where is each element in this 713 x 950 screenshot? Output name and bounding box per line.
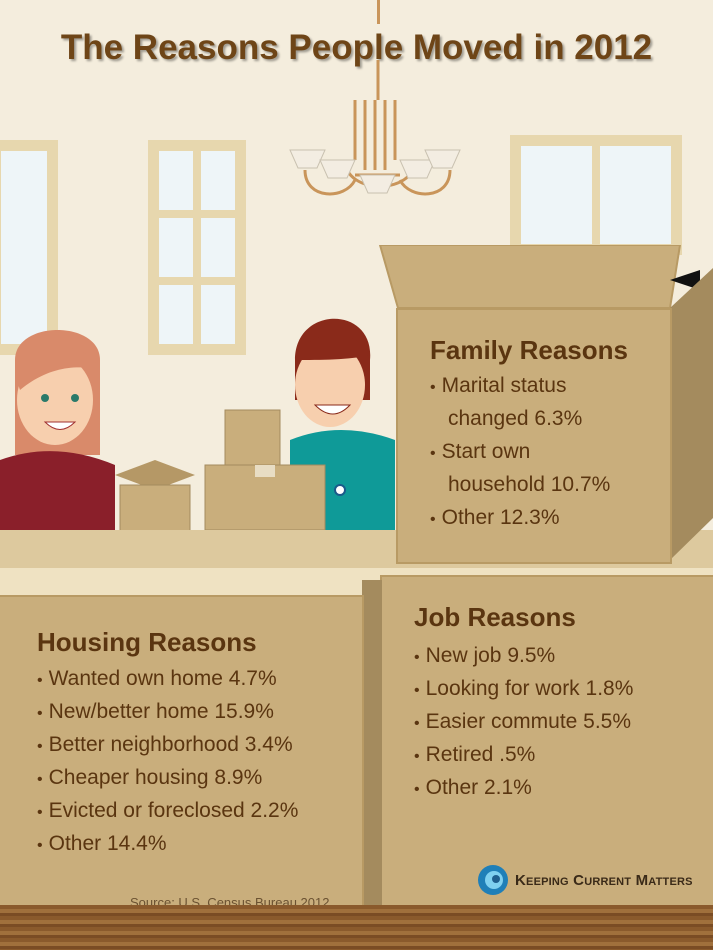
list-item: changed 6.3%	[448, 407, 583, 430]
housing-heading: Housing Reasons	[37, 627, 257, 657]
list-item: Other 14.4%	[37, 828, 298, 861]
window-middle	[148, 140, 246, 355]
family-box-flap	[378, 245, 713, 560]
list-item: Other 2.1%	[414, 772, 633, 805]
chandelier-icon	[289, 60, 461, 196]
page-title: The Reasons People Moved in 2012	[60, 28, 653, 67]
list-item: New job 9.5%	[414, 640, 633, 673]
window-left	[0, 140, 58, 355]
list-item: Easier commute 5.5%	[414, 706, 633, 739]
logo-text: Keeping Current Matters	[515, 871, 693, 889]
list-item: Wanted own home 4.7%	[37, 663, 298, 696]
chandelier-rod	[377, 0, 380, 24]
open-box-illustration	[115, 460, 195, 535]
list-item: Other 12.3%	[430, 502, 610, 535]
man-illustration	[204, 318, 395, 530]
list-item: Marital status	[430, 370, 610, 403]
job-heading: Job Reasons	[414, 602, 576, 632]
family-box: Family Reasons Marital status changed 6.…	[396, 308, 672, 564]
job-list: New job 9.5% Looking for work 1.8% Easie…	[414, 640, 634, 805]
list-item: Start own	[430, 436, 610, 469]
logo-swirl-icon	[478, 865, 508, 895]
list-item: household 10.7%	[448, 473, 611, 496]
list-item: Retired .5%	[414, 739, 633, 772]
family-heading: Family Reasons	[430, 335, 628, 365]
list-item: Cheaper housing 8.9%	[37, 762, 298, 795]
family-list: Marital status changed 6.3% Start own ho…	[430, 370, 611, 535]
housing-box-side	[362, 580, 382, 915]
list-item: New/better home 15.9%	[37, 696, 298, 729]
list-item: Evicted or foreclosed 2.2%	[37, 795, 299, 828]
logo: Keeping Current Matters	[477, 864, 693, 896]
window-right	[510, 135, 682, 255]
job-box: Job Reasons New job 9.5% Looking for wor…	[380, 575, 713, 907]
list-item: Better neighborhood 3.4%	[37, 729, 298, 762]
housing-list: Wanted own home 4.7% New/better home 15.…	[37, 663, 299, 861]
wood-floor	[0, 905, 713, 950]
housing-box: Housing Reasons Wanted own home 4.7% New…	[0, 595, 364, 915]
woman-illustration	[0, 330, 115, 535]
list-item: Looking for work 1.8%	[414, 673, 634, 706]
